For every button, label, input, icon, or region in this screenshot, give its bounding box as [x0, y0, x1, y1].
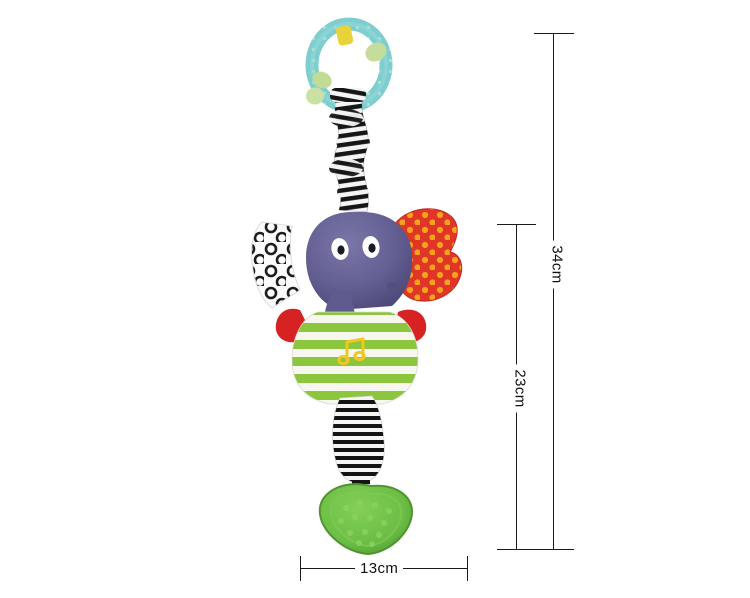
music-note-emblem	[337, 337, 366, 366]
heart-teether-art	[318, 482, 414, 556]
dim-tick-top-34	[534, 33, 574, 34]
dim-tick-bottom-23	[497, 549, 536, 550]
ring-print-flap-art	[251, 221, 301, 309]
dimension-label-23cm: 23cm	[511, 364, 529, 413]
striped-tail-art	[332, 395, 385, 496]
dimension-label-34cm: 34cm	[548, 240, 566, 289]
zebra-strap-art	[329, 88, 370, 213]
dimension-label-13cm: 13cm	[355, 561, 404, 576]
dim-line-34	[553, 33, 554, 549]
dim-tick-bottom-34	[534, 549, 574, 550]
dim-tick-right-13	[467, 556, 468, 581]
product-illustration	[251, 17, 463, 556]
striped-body-art	[291, 311, 419, 405]
